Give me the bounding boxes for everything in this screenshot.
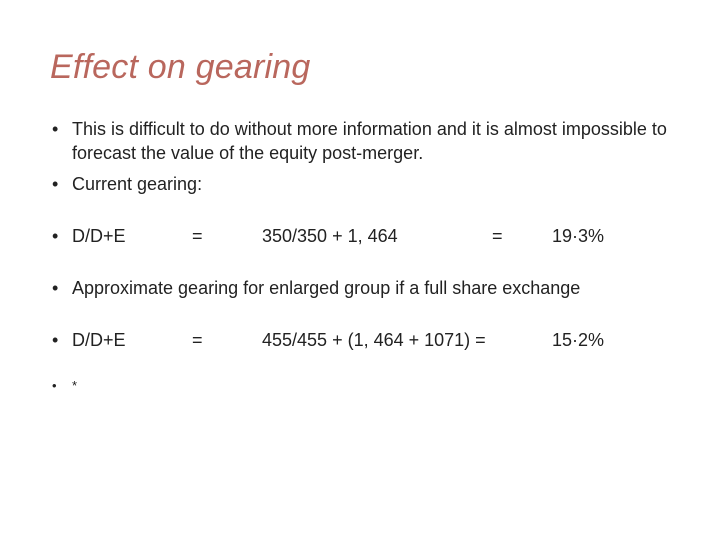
- bullet-current-gearing-text: Current gearing:: [72, 174, 202, 194]
- bullet-intro-text: This is difficult to do without more inf…: [72, 119, 667, 163]
- bullet-asterisk-text: *: [72, 378, 77, 393]
- equation-row-2: D/D+E = 455/455 + (1, 464 + 1071) = 15·2…: [72, 328, 670, 352]
- bullet-approximate-text: Approximate gearing for enlarged group i…: [72, 278, 580, 298]
- bullet-intro: This is difficult to do without more inf…: [50, 117, 670, 166]
- bullet-list: This is difficult to do without more inf…: [50, 117, 670, 394]
- bullet-approximate: Approximate gearing for enlarged group i…: [50, 276, 670, 300]
- slide-title: Effect on gearing: [50, 48, 670, 87]
- eq2-label: D/D+E: [72, 328, 192, 352]
- eq1-equals-1: =: [192, 224, 262, 248]
- bullet-equation-1: D/D+E = 350/350 + 1, 464 = 19·3%: [50, 224, 670, 248]
- eq2-equals-1: =: [192, 328, 262, 352]
- eq1-result: 19·3%: [552, 224, 670, 248]
- bullet-equation-2: D/D+E = 455/455 + (1, 464 + 1071) = 15·2…: [50, 328, 670, 352]
- eq1-expression: 350/350 + 1, 464: [262, 224, 492, 248]
- eq1-equals-2: =: [492, 224, 552, 248]
- equation-row-1: D/D+E = 350/350 + 1, 464 = 19·3%: [72, 224, 670, 248]
- bullet-current-gearing: Current gearing:: [50, 172, 670, 196]
- eq2-result: 15·2%: [552, 328, 670, 352]
- eq1-label: D/D+E: [72, 224, 192, 248]
- bullet-asterisk: *: [50, 377, 670, 395]
- eq2-expression: 455/455 + (1, 464 + 1071) =: [262, 328, 552, 352]
